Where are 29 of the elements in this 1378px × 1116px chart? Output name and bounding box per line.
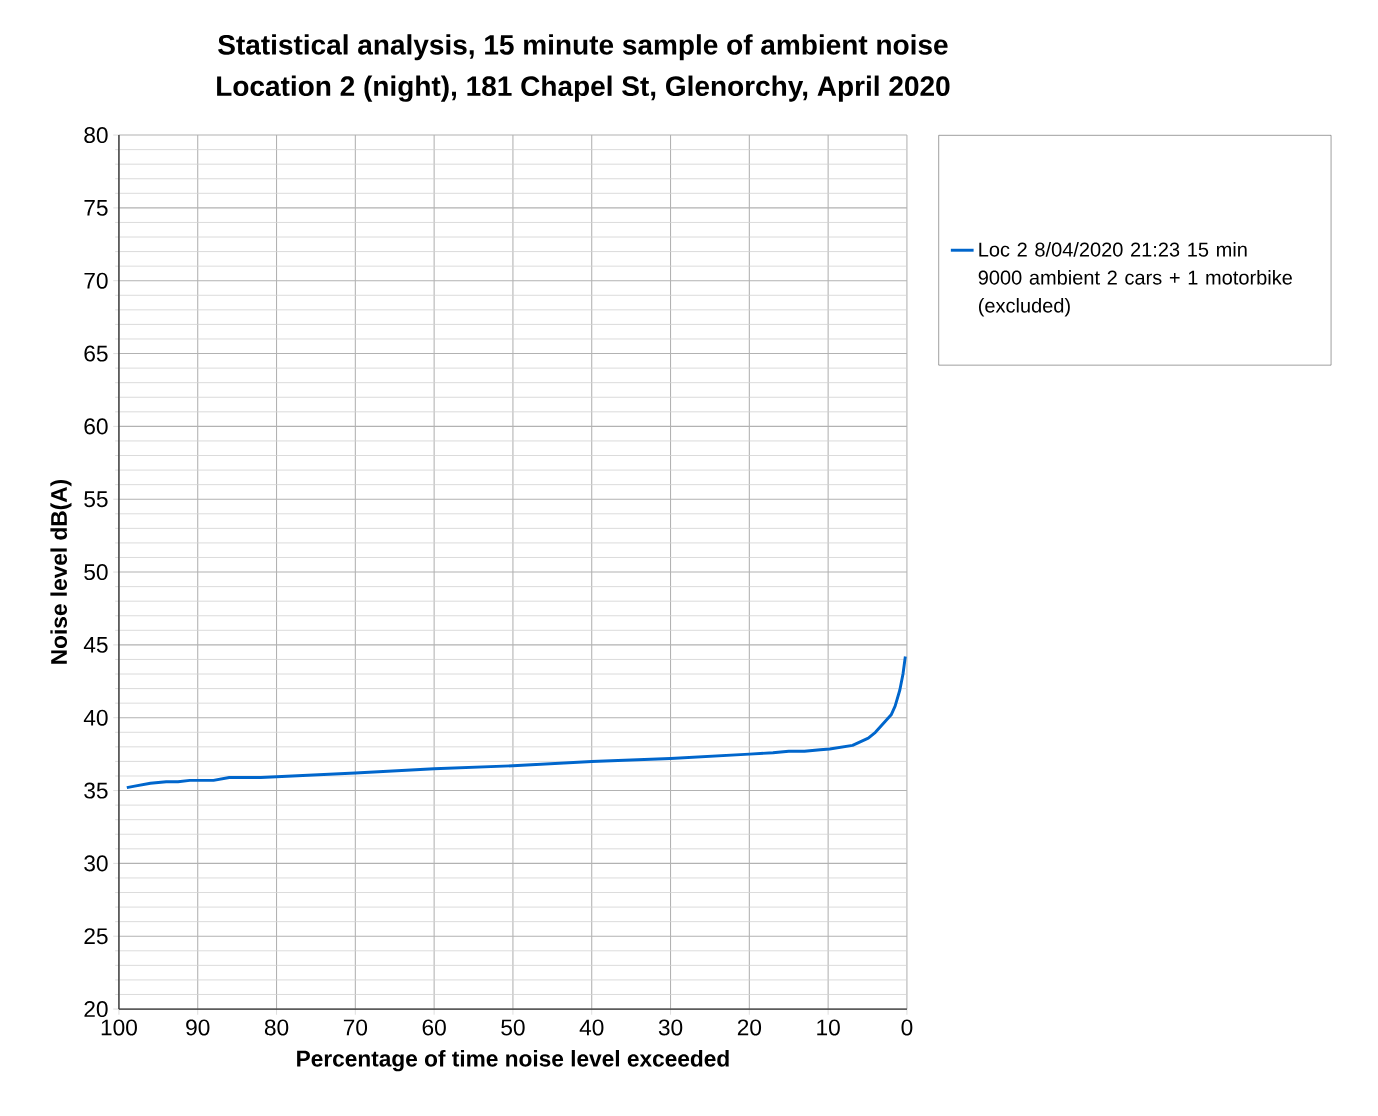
y-tick-label: 70 bbox=[84, 272, 108, 289]
y-tick-label: 80 bbox=[84, 127, 108, 144]
x-tick-label: 20 bbox=[737, 1019, 762, 1036]
x-tick-label: 100 bbox=[101, 1019, 137, 1036]
y-tick-label: 50 bbox=[84, 564, 108, 581]
y-tick-label: 65 bbox=[84, 345, 108, 362]
y-tick-label: 35 bbox=[84, 782, 108, 799]
x-tick-label: 10 bbox=[817, 1019, 840, 1036]
y-tick-label: 60 bbox=[84, 418, 108, 435]
x-tick-label: 0 bbox=[901, 1019, 913, 1036]
y-tick-label: 55 bbox=[84, 491, 108, 508]
x-tick-label: 80 bbox=[264, 1019, 289, 1036]
y-tick-label: 20 bbox=[84, 1001, 108, 1018]
y-axis-title: Noise level dB(A) bbox=[50, 480, 72, 664]
x-tick-label: 30 bbox=[658, 1019, 683, 1036]
x-tick-label: 70 bbox=[343, 1019, 368, 1036]
y-tick-label: 25 bbox=[84, 928, 108, 945]
x-axis-title: Percentage of time noise level exceeded bbox=[297, 1050, 729, 1072]
y-tick-label: 45 bbox=[83, 636, 108, 653]
y-tick-label: 30 bbox=[84, 855, 108, 872]
legend-label: Loc 2 8/04/2020 21:23 15 min 9000 ambient 2 cars + 1 motorbike (excluded) bbox=[978, 241, 1292, 317]
y-tick-label: 75 bbox=[84, 199, 108, 216]
x-tick-label: 40 bbox=[579, 1019, 604, 1036]
y-tick-label: 40 bbox=[83, 709, 108, 726]
x-tick-label: 50 bbox=[501, 1019, 525, 1036]
x-tick-label: 90 bbox=[186, 1019, 210, 1036]
chart-title: Statistical analysis, 15 minute sample of ambient noise Location 2 (night), 181 Chapel St, Glenorchy, April 2020 bbox=[217, 34, 950, 102]
x-tick-label: 60 bbox=[422, 1019, 446, 1036]
line-series bbox=[125, 655, 907, 790]
